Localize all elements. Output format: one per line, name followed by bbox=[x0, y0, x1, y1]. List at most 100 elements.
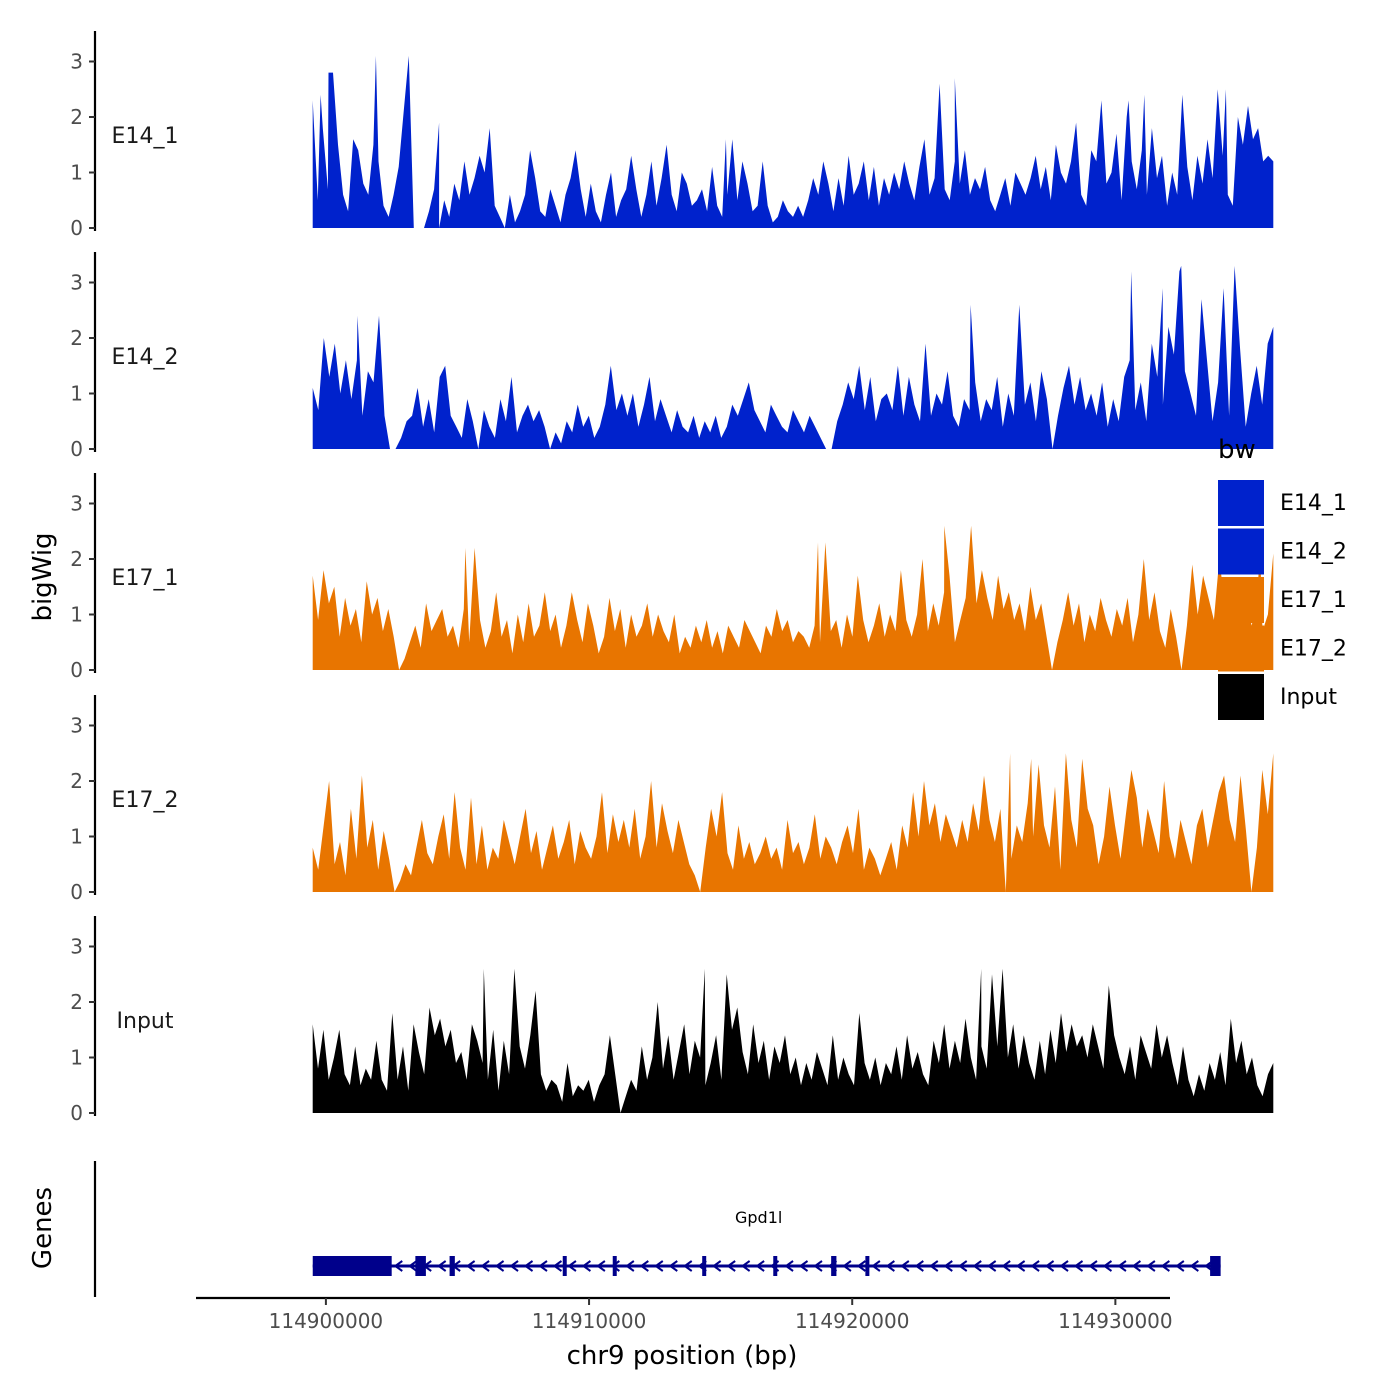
y-tick-label: 3 bbox=[70, 935, 83, 959]
track-label: E17_1 bbox=[112, 566, 179, 591]
strand-arrow bbox=[711, 1260, 722, 1272]
strand-arrow bbox=[1001, 1260, 1011, 1272]
legend-swatch-e14-1 bbox=[1218, 480, 1264, 526]
gene-exon bbox=[865, 1256, 870, 1276]
strand-arrow bbox=[986, 1260, 997, 1272]
signal-area-e14-2 bbox=[312, 265, 1274, 449]
strand-arrow bbox=[596, 1260, 606, 1272]
legend-label: E14_1 bbox=[1280, 491, 1347, 516]
y-tick-label: 2 bbox=[70, 547, 83, 571]
strand-arrow bbox=[972, 1260, 982, 1272]
x-axis: 114900000 114910000 114920000 114930000 bbox=[196, 1296, 1173, 1333]
y-tick-label: 3 bbox=[70, 50, 83, 74]
y-tick-label: 0 bbox=[70, 1101, 83, 1125]
gene-exon bbox=[773, 1256, 778, 1276]
legend-swatch-input bbox=[1218, 674, 1264, 720]
track-label: Input bbox=[117, 1009, 174, 1034]
strand-arrow bbox=[784, 1260, 794, 1272]
strand-arrow bbox=[1160, 1260, 1170, 1272]
y-tick-label: 1 bbox=[70, 603, 83, 627]
gene-utr-block bbox=[312, 1256, 392, 1276]
strand-arrow bbox=[408, 1260, 418, 1272]
signal-tracks: 0 1 2 3 E14_1 0 1 2 3 E14_2 0 1 2 3 E17_1 0 1 2 3 E17_2 0 1 2 3… bbox=[70, 31, 1274, 1125]
x-tick-label: 114900000 bbox=[269, 1309, 384, 1333]
strand-arrow bbox=[914, 1260, 924, 1272]
strand-arrow bbox=[1175, 1260, 1185, 1272]
strand-arrow bbox=[1088, 1260, 1098, 1272]
signal-area-input bbox=[312, 968, 1274, 1113]
strand-arrow bbox=[1030, 1260, 1040, 1272]
y-tick-label: 1 bbox=[70, 161, 83, 185]
gene-exon bbox=[1210, 1256, 1221, 1276]
strand-arrow bbox=[1189, 1260, 1199, 1272]
x-axis-title: chr9 position (bp) bbox=[567, 1341, 798, 1371]
signal-area-e14-1 bbox=[312, 55, 1274, 229]
strand-arrow bbox=[1073, 1260, 1084, 1272]
strand-arrow bbox=[683, 1260, 693, 1272]
signal-area-e17-2 bbox=[312, 753, 1274, 892]
strand-arrow bbox=[813, 1260, 823, 1272]
legend-label: E14_2 bbox=[1280, 540, 1347, 565]
strand-arrow bbox=[581, 1260, 592, 1272]
strand-arrow bbox=[798, 1260, 809, 1272]
strand-arrow bbox=[856, 1260, 867, 1272]
strand-arrow bbox=[726, 1260, 736, 1272]
gene-exon bbox=[415, 1256, 426, 1276]
y-tick-label: 2 bbox=[70, 326, 83, 350]
strand-arrow bbox=[929, 1260, 939, 1272]
strand-arrow bbox=[871, 1260, 881, 1272]
legend-swatch-e17-2 bbox=[1218, 625, 1264, 672]
y-axis-title: bigWig bbox=[28, 532, 58, 621]
strand-arrow bbox=[900, 1260, 910, 1272]
track-e17-1: 0 1 2 3 E17_1 bbox=[70, 473, 1274, 682]
y-tick-label: 2 bbox=[70, 990, 83, 1014]
gene-exon bbox=[612, 1256, 617, 1276]
x-tick-label: 114910000 bbox=[532, 1309, 647, 1333]
strand-arrow bbox=[480, 1260, 490, 1272]
track-input: 0 1 2 3 Input bbox=[70, 916, 1274, 1125]
strand-arrow bbox=[1015, 1260, 1026, 1272]
legend-swatch-e17-1 bbox=[1218, 577, 1264, 623]
y-tick-label: 1 bbox=[70, 382, 83, 406]
strand-arrow bbox=[958, 1260, 968, 1272]
legend-title: bw bbox=[1218, 435, 1256, 465]
track-label: E14_2 bbox=[112, 345, 179, 370]
x-tick-label: 114930000 bbox=[1058, 1309, 1173, 1333]
y-tick-label: 0 bbox=[70, 437, 83, 461]
gene-track: Gpd1l bbox=[93, 1161, 1221, 1297]
genes-track-title: Genes bbox=[28, 1187, 58, 1269]
track-label: E17_2 bbox=[112, 788, 179, 813]
gene-exon bbox=[449, 1256, 455, 1276]
strand-arrow bbox=[509, 1260, 519, 1272]
gene-name-label: Gpd1l bbox=[735, 1208, 782, 1227]
signal-area-e17-1 bbox=[312, 525, 1274, 670]
y-tick-label: 0 bbox=[70, 216, 83, 240]
strand-arrow bbox=[625, 1260, 635, 1272]
gene-exon bbox=[831, 1256, 837, 1276]
strand-arrow bbox=[755, 1260, 765, 1272]
strand-arrow bbox=[1102, 1260, 1113, 1272]
strand-arrow bbox=[1059, 1260, 1069, 1272]
strand-arrow bbox=[465, 1260, 476, 1272]
y-tick-label: 2 bbox=[70, 769, 83, 793]
gene-exon bbox=[702, 1256, 707, 1276]
strand-arrow bbox=[538, 1260, 548, 1272]
strand-arrow bbox=[436, 1260, 447, 1272]
y-tick-label: 3 bbox=[70, 714, 83, 738]
strand-arrow bbox=[668, 1260, 678, 1272]
track-e14-2: 0 1 2 3 E14_2 bbox=[70, 252, 1274, 461]
strand-arrow bbox=[393, 1260, 403, 1272]
strand-arrow bbox=[654, 1260, 664, 1272]
strand-arrow bbox=[1131, 1260, 1142, 1272]
track-label: E14_1 bbox=[112, 124, 179, 149]
legend-label: E17_2 bbox=[1280, 637, 1347, 662]
strand-arrow bbox=[494, 1260, 505, 1272]
strand-arrow bbox=[1117, 1260, 1127, 1272]
track-e17-2: 0 1 2 3 E17_2 bbox=[70, 695, 1274, 904]
strand-arrow bbox=[885, 1260, 895, 1272]
strand-arrow bbox=[523, 1260, 534, 1272]
legend-swatch-e14-2 bbox=[1218, 528, 1264, 575]
strand-arrow bbox=[552, 1260, 563, 1272]
strand-arrow bbox=[842, 1260, 852, 1272]
